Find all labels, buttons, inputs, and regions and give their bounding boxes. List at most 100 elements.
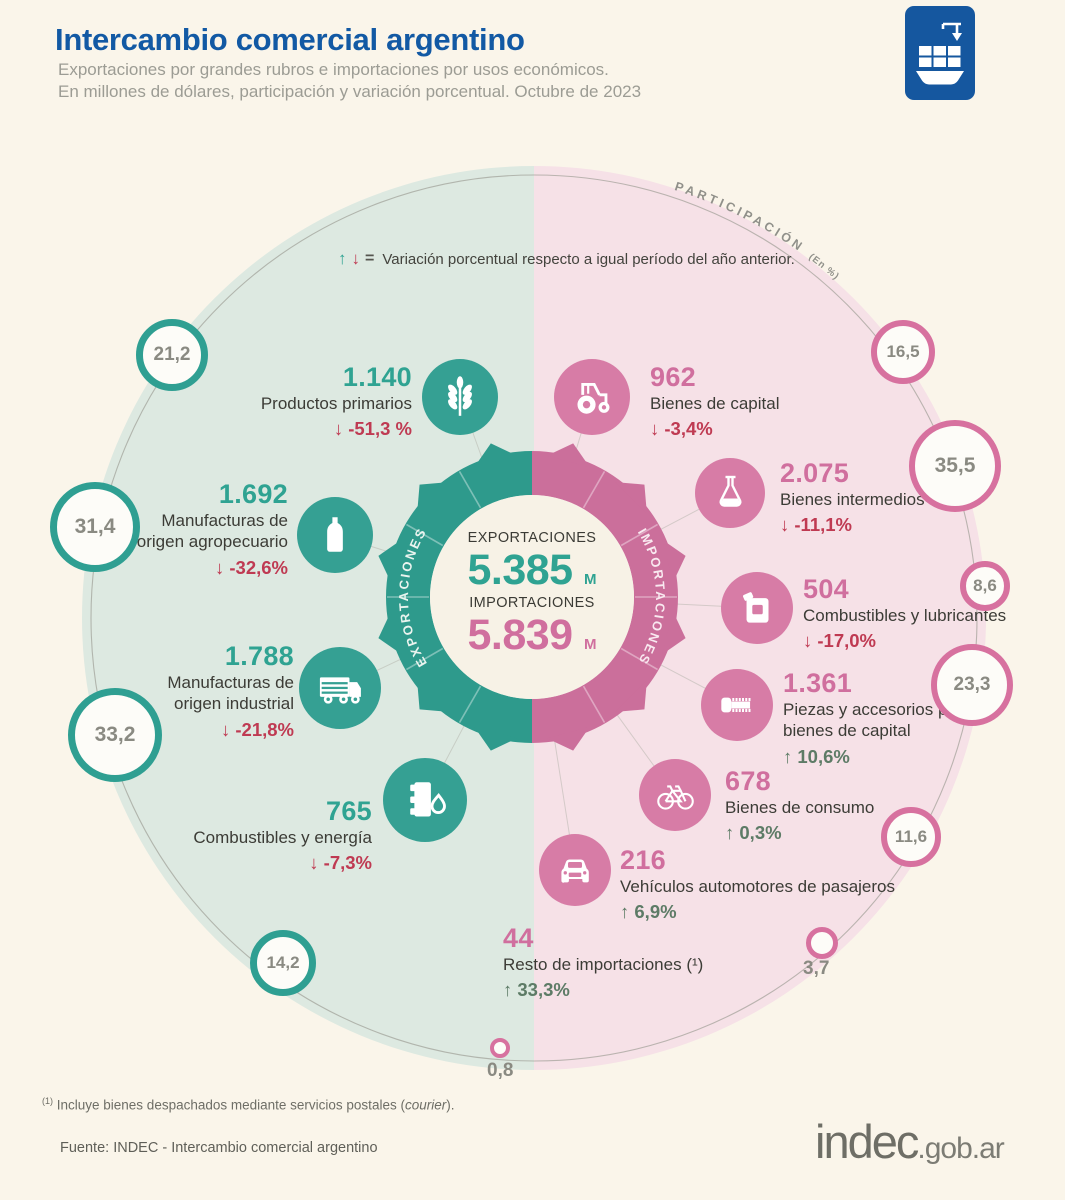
share-import-resto — [490, 1038, 510, 1058]
ship-icon — [916, 22, 964, 85]
variation-legend: ↑ ↓ = Variación porcentual respecto a igua… — [338, 249, 795, 269]
item-change: ↓ -17,0% — [803, 630, 877, 652]
item-change: ↓ -32,6% — [214, 556, 288, 578]
wheat-icon — [422, 359, 498, 435]
car-icon — [539, 834, 611, 906]
exports-total-value: 5.385 M — [467, 545, 597, 594]
subtitle-line-1: Exportaciones por grandes rubros e impor… — [58, 60, 609, 79]
import-item-bienes-capital: 962 Bienes de capital ↓ -3,4% — [650, 361, 910, 441]
import-item-bienes-consumo: 678 Bienes de consumo ↑ 0,3% — [725, 765, 960, 845]
item-value: 216 — [620, 845, 666, 875]
share-import-piezas: 23,3 — [931, 644, 1013, 726]
imports-total-label: IMPORTACIONES — [469, 595, 595, 612]
item-value: 962 — [650, 362, 696, 392]
import-item-piezas-accesorios: 1.361 Piezas y accesorios para bienes de… — [783, 667, 1018, 768]
participation-arc — [90, 174, 978, 1062]
share-import-vehiculos-label: 3,7 — [803, 958, 830, 979]
source-note: Fuente: INDEC - Intercambio comercial ar… — [60, 1140, 378, 1156]
bottle-icon — [297, 497, 373, 573]
legend-equals: = — [365, 250, 375, 267]
import-item-combustibles-lubricantes: 504 Combustibles y lubricantes ↓ -17,0% — [803, 573, 1053, 653]
share-export-moi: 33,2 — [68, 688, 162, 782]
item-change: ↓ -21,8% — [220, 718, 294, 740]
jerrycan-icon — [721, 572, 793, 644]
share-export-moa: 31,4 — [50, 482, 140, 572]
export-item-combustibles-energia: 765 Combustibles y energía ↓ -7,3% — [140, 795, 372, 875]
item-label: Manufacturas de — [161, 511, 288, 531]
import-item-bienes-intermedios: 2.075 Bienes intermedios ↓ -11,1% — [780, 457, 1020, 537]
item-value: 1.788 — [224, 641, 294, 671]
subtitle-line-2: En millones de dólares, participación y … — [58, 82, 642, 101]
share-import-resto-label: 0,8 — [487, 1060, 514, 1081]
share-export-combustibles: 14,2 — [250, 930, 316, 996]
share-import-bienes-capital: 16,5 — [871, 320, 935, 384]
item-label: Bienes de consumo — [725, 798, 875, 818]
imports-total-value: 5.839 M — [467, 611, 597, 660]
share-import-bienes-consumo: 11,6 — [881, 807, 941, 867]
footnote: (1) Incluye bienes despachados mediante … — [42, 1096, 455, 1113]
item-value: 765 — [326, 796, 372, 826]
indec-ship-logo — [905, 6, 975, 100]
item-label: bienes de capital — [783, 721, 911, 741]
item-label: Combustibles y lubricantes — [803, 606, 1007, 626]
item-label: origen industrial — [173, 694, 294, 714]
item-change: ↓ -3,4% — [650, 418, 713, 440]
item-value: 1.692 — [218, 479, 288, 509]
item-label: Bienes de capital — [650, 394, 780, 414]
tractor-icon — [554, 359, 630, 435]
item-value: 2.075 — [780, 458, 850, 488]
item-change: ↑ 33,3% — [503, 979, 570, 1001]
imports-unit: M — [584, 636, 597, 654]
legend-up-arrow-icon: ↑ — [338, 249, 347, 268]
hub-ring-petals — [378, 443, 686, 751]
legend-down-arrow-icon: ↓ — [351, 249, 361, 268]
share-import-combustibles-lubricantes: 8,6 — [960, 561, 1010, 611]
item-value: 1.140 — [342, 362, 412, 392]
bicycle-icon — [639, 759, 711, 831]
hub-center-totals: EXPORTACIONES 5.385 M IMPORTACIONES 5.83… — [402, 530, 662, 660]
item-value: 44 — [503, 923, 534, 953]
item-change: ↑ 0,3% — [725, 822, 782, 844]
item-label: Productos primarios — [260, 394, 412, 414]
export-item-productos-primarios: 1.140 Productos primarios ↓ -51,3 % — [180, 361, 412, 441]
flask-icon — [695, 458, 765, 528]
legend-text: Variación porcentual respecto a igual pe… — [382, 250, 795, 268]
item-change: ↓ -11,1% — [780, 514, 852, 536]
brand-name: indec — [815, 1115, 919, 1168]
brand-suffix: .gob.ar — [917, 1132, 1004, 1165]
exports-ring-half — [386, 451, 532, 743]
import-item-resto: 44 Resto de importaciones (¹) ↑ 33,3% — [503, 922, 793, 1002]
item-label: Resto de importaciones (¹) — [503, 955, 704, 975]
item-change: ↑ 6,9% — [620, 901, 677, 923]
item-label: Piezas y accesorios para — [783, 700, 972, 720]
exports-total-label: EXPORTACIONES — [467, 530, 597, 546]
share-export-productos-primarios: 21,2 — [136, 319, 208, 391]
export-item-moi: 1.788 Manufacturas de origen industrial … — [64, 640, 294, 741]
imports-ring-half — [532, 451, 678, 743]
indec-wordmark: indec .gob.ar — [815, 1114, 1005, 1169]
share-import-vehiculos — [806, 927, 838, 959]
item-label: Vehículos automotores de pasajeros — [620, 877, 896, 897]
item-value: 1.361 — [783, 668, 853, 698]
hub-ring: EXPORTACIONES IMPORTACIONES — [378, 443, 686, 751]
hub-inner-disc — [430, 495, 634, 699]
truck-icon — [299, 647, 381, 729]
item-value: 678 — [725, 766, 771, 796]
item-label: Bienes intermedios — [780, 490, 925, 510]
oil-barrel-icon — [383, 758, 467, 842]
exports-unit: M — [584, 570, 597, 588]
item-change: ↓ -7,3% — [309, 852, 372, 874]
screw-icon — [701, 669, 773, 741]
item-label: Manufacturas de — [167, 673, 294, 693]
item-change: ↓ -51,3 % — [333, 418, 412, 440]
exports-half-disc — [82, 166, 534, 1070]
page-title: Intercambio comercial argentino — [55, 22, 525, 57]
share-import-bienes-intermedios: 35,5 — [909, 420, 1001, 512]
item-label: Combustibles y energía — [193, 828, 372, 848]
item-label: origen agropecuario — [136, 532, 288, 552]
import-item-vehiculos: 216 Vehículos automotores de pasajeros ↑… — [620, 844, 950, 924]
export-item-moa: 1.692 Manufacturas de origen agropecuari… — [60, 478, 288, 579]
item-value: 504 — [803, 574, 849, 604]
item-change: ↑ 10,6% — [783, 745, 850, 767]
